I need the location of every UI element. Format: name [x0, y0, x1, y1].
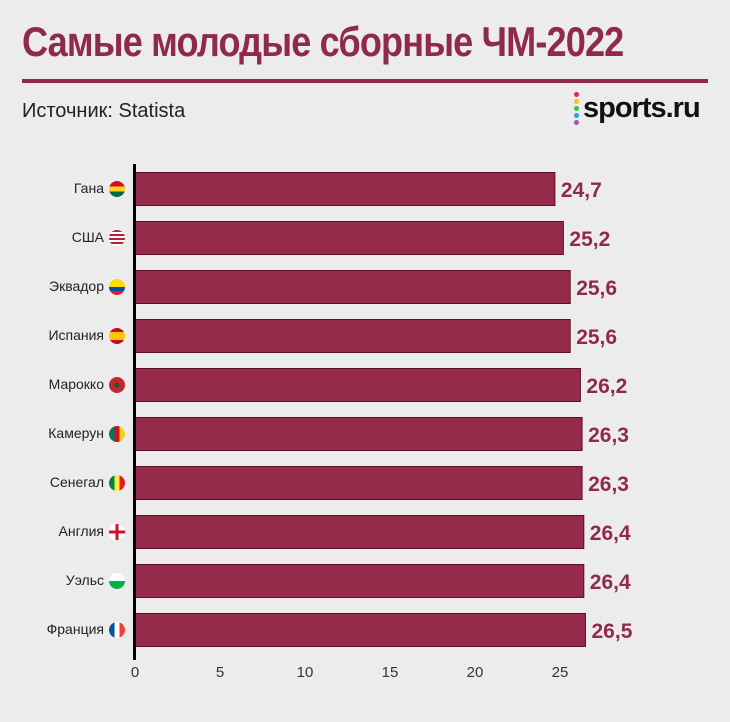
ghana-flag-icon — [109, 181, 125, 197]
category-label: Гана — [73, 180, 104, 196]
usa-flag-icon — [109, 230, 125, 246]
value-label: 26,4 — [590, 571, 631, 594]
bar — [134, 515, 585, 549]
y-axis-line — [133, 164, 136, 660]
category-label: США — [71, 229, 104, 245]
england-flag-icon — [109, 524, 125, 540]
wales-flag-icon — [109, 573, 125, 589]
category-label: Англия — [58, 523, 104, 539]
ecuador-flag-icon — [109, 279, 125, 295]
france-flag-icon — [109, 622, 125, 638]
logo-dots-icon — [574, 92, 579, 125]
bar — [134, 319, 571, 353]
x-tick-label: 0 — [130, 664, 140, 681]
source-note: Источник: Statista — [22, 100, 186, 122]
bar — [134, 417, 583, 451]
logo-dot — [574, 120, 579, 125]
x-tick-label: 15 — [381, 664, 399, 681]
logo-dot — [574, 106, 579, 111]
bar — [134, 221, 564, 255]
bar — [134, 368, 581, 402]
logo-dot — [574, 113, 579, 118]
value-label: 26,3 — [588, 424, 629, 447]
value-label: 24,7 — [561, 179, 602, 202]
sports-ru-logo: sports.ru — [574, 92, 701, 125]
value-label: 25,6 — [576, 277, 617, 300]
chart-title: Самые молодые сборные ЧМ-2022 — [22, 18, 624, 65]
category-label: Марокко — [48, 376, 104, 392]
category-label: Сенегал — [49, 474, 104, 490]
spain-flag-icon — [109, 328, 125, 344]
bar — [134, 466, 583, 500]
category-label: Эквадор — [49, 278, 104, 294]
bar — [134, 270, 571, 304]
senegal-flag-icon — [109, 475, 125, 491]
logo-text: sports.ru — [583, 92, 701, 124]
morocco-flag-icon — [109, 377, 125, 393]
logo-dot — [574, 99, 579, 104]
category-label: Испания — [48, 327, 104, 343]
bar — [134, 172, 556, 206]
value-label: 26,4 — [590, 522, 631, 545]
logo-dot — [574, 92, 579, 97]
cameroon-flag-icon — [109, 426, 125, 442]
x-tick-label: 20 — [466, 664, 484, 681]
category-label: Камерун — [48, 425, 104, 441]
value-label: 26,2 — [586, 375, 627, 398]
x-tick-label: 10 — [296, 664, 314, 681]
category-label: Франция — [46, 621, 104, 637]
value-label: 25,6 — [576, 326, 617, 349]
x-tick-label: 5 — [215, 664, 225, 681]
bar — [134, 613, 586, 647]
title-divider — [22, 79, 708, 83]
value-label: 26,3 — [588, 473, 629, 496]
bar — [134, 564, 585, 598]
category-label: Уэльс — [65, 572, 104, 588]
value-label: 26,5 — [592, 620, 633, 643]
value-label: 25,2 — [569, 228, 610, 251]
x-tick-label: 25 — [551, 664, 569, 681]
